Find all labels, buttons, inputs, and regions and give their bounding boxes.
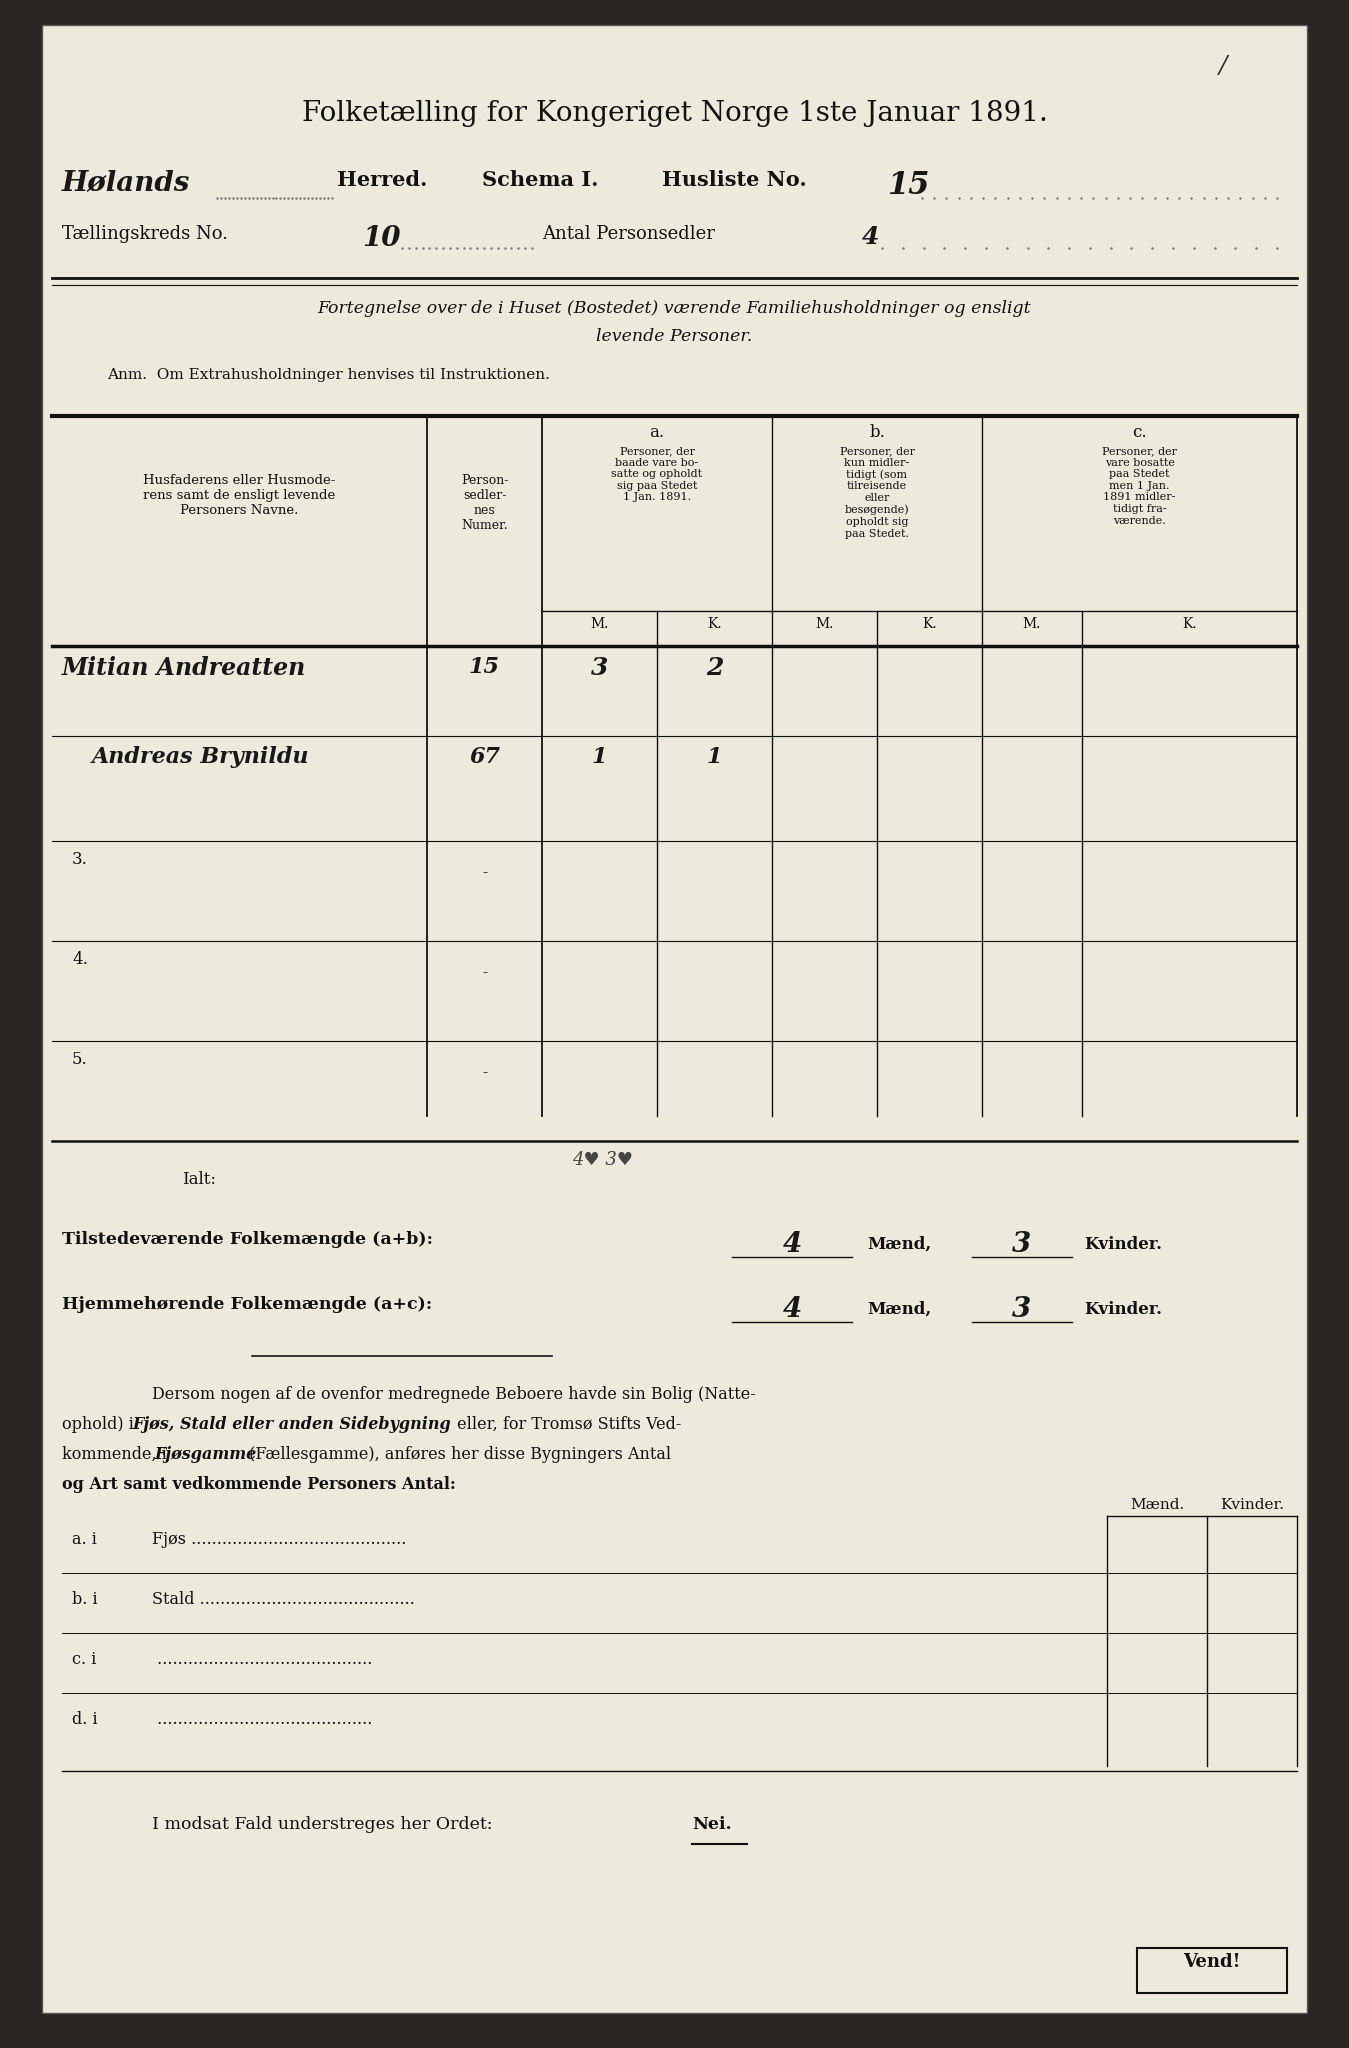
Text: Antal Personsedler: Antal Personsedler [542, 225, 715, 244]
Text: 15: 15 [469, 655, 500, 678]
Text: 10: 10 [362, 225, 401, 252]
Text: 1: 1 [592, 745, 607, 768]
Text: Personer, der
baade vare bo-
satte og opholdt
sig paa Stedet
1 Jan. 1891.: Personer, der baade vare bo- satte og op… [611, 446, 703, 502]
Text: 15: 15 [888, 170, 929, 201]
Text: Vend!: Vend! [1183, 1954, 1241, 1970]
Text: K.: K. [707, 616, 722, 631]
Text: 4: 4 [862, 225, 880, 250]
Text: 5.: 5. [71, 1051, 88, 1067]
Text: 67: 67 [469, 745, 500, 768]
Text: M.: M. [1023, 616, 1041, 631]
Text: -: - [482, 866, 487, 881]
Text: Personer, der
kun midler-
tidigt (som
tilreisende
eller
besøgende)
opholdt sig
p: Personer, der kun midler- tidigt (som ti… [839, 446, 915, 539]
Text: Nei.: Nei. [692, 1817, 731, 1833]
Text: I modsat Fald understreges her Ordet:: I modsat Fald understreges her Ordet: [152, 1817, 498, 1833]
Text: Mænd,: Mænd, [867, 1237, 931, 1253]
Text: Mænd,: Mænd, [867, 1300, 931, 1319]
Text: Kvinder.: Kvinder. [1085, 1237, 1161, 1253]
Text: -: - [482, 1067, 487, 1079]
Text: 3.: 3. [71, 852, 88, 868]
Text: a.: a. [649, 424, 665, 440]
Text: c. i: c. i [71, 1651, 96, 1667]
Text: /: / [1219, 55, 1228, 78]
Text: M.: M. [591, 616, 608, 631]
Text: Tællingskreds No.: Tællingskreds No. [62, 225, 228, 244]
Text: Ialt:: Ialt: [182, 1171, 216, 1188]
Text: 4: 4 [782, 1296, 801, 1323]
Text: M.: M. [815, 616, 834, 631]
Text: 4: 4 [782, 1231, 801, 1257]
Text: 3: 3 [1012, 1296, 1032, 1323]
Text: K.: K. [923, 616, 936, 631]
Text: 3: 3 [591, 655, 608, 680]
Text: -: - [482, 967, 487, 981]
Text: Person-
sedler-
nes
Numer.: Person- sedler- nes Numer. [461, 473, 509, 532]
Text: 3: 3 [1012, 1231, 1032, 1257]
Text: b. i: b. i [71, 1591, 97, 1608]
Text: Fortegnelse over de i Huset (Bostedet) værende Familiehusholdninger og ensligt: Fortegnelse over de i Huset (Bostedet) v… [317, 299, 1032, 317]
Text: 2: 2 [706, 655, 723, 680]
Text: Fjøs, Stald eller anden Sidebygning: Fjøs, Stald eller anden Sidebygning [132, 1415, 451, 1434]
Text: Dersom nogen af de ovenfor medregnede Beboere havde sin Bolig (Natte-: Dersom nogen af de ovenfor medregnede Be… [152, 1386, 755, 1403]
Text: Tilstedeværende Folkemængde (a+b):: Tilstedeværende Folkemængde (a+b): [62, 1231, 433, 1247]
Text: Folketælling for Kongeriget Norge 1ste Januar 1891.: Folketælling for Kongeriget Norge 1ste J… [302, 100, 1047, 127]
Text: b.: b. [869, 424, 885, 440]
Text: eller, for Tromsø Stifts Ved-: eller, for Tromsø Stifts Ved- [452, 1415, 681, 1434]
Text: Kvinder.: Kvinder. [1085, 1300, 1161, 1319]
Text: ophold) i: ophold) i [62, 1415, 139, 1434]
Text: Andreas Brynildu: Andreas Brynildu [92, 745, 309, 768]
Text: Hjemmehørende Folkemængde (a+c):: Hjemmehørende Folkemængde (a+c): [62, 1296, 432, 1313]
Text: Mænd.: Mænd. [1130, 1497, 1184, 1511]
Text: 4♥ 3♥: 4♥ 3♥ [572, 1151, 633, 1169]
Text: (Fællesgamme), anføres her disse Bygningers Antal: (Fællesgamme), anføres her disse Bygning… [244, 1446, 670, 1462]
Text: ..........................................: ........................................… [152, 1710, 372, 1729]
Text: Fjøs ..........................................: Fjøs ...................................… [152, 1532, 406, 1548]
Text: Personer, der
vare bosatte
paa Stedet
men 1 Jan.
1891 midler-
tidigt fra-
værend: Personer, der vare bosatte paa Stedet me… [1102, 446, 1176, 526]
Text: Kvinder.: Kvinder. [1219, 1497, 1284, 1511]
Text: Husfaderens eller Husmode-
rens samt de ensligt levende
Personers Navne.: Husfaderens eller Husmode- rens samt de … [143, 473, 336, 516]
Text: Fjøsgamme: Fjøsgamme [154, 1446, 256, 1462]
Text: Schema I.: Schema I. [482, 170, 599, 190]
Text: d. i: d. i [71, 1710, 97, 1729]
Text: Husliste No.: Husliste No. [662, 170, 807, 190]
Bar [1137, 1948, 1287, 1993]
Text: Stald ..........................................: Stald ..................................… [152, 1591, 415, 1608]
Text: 4.: 4. [71, 950, 88, 969]
Text: levende Personer.: levende Personer. [596, 328, 753, 344]
Text: Mitian Andreatten: Mitian Andreatten [62, 655, 306, 680]
Text: Anm.  Om Extrahusholdninger henvises til Instruktionen.: Anm. Om Extrahusholdninger henvises til … [107, 369, 550, 383]
Text: c.: c. [1132, 424, 1147, 440]
Text: a. i: a. i [71, 1532, 97, 1548]
Text: 1: 1 [707, 745, 722, 768]
Text: K.: K. [1182, 616, 1197, 631]
Text: Herred.: Herred. [337, 170, 428, 190]
Text: og Art samt vedkommende Personers Antal:: og Art samt vedkommende Personers Antal: [62, 1477, 456, 1493]
Text: Hølands: Hølands [62, 170, 190, 197]
Text: ..........................................: ........................................… [152, 1651, 372, 1667]
Text: kommende, i: kommende, i [62, 1446, 173, 1462]
